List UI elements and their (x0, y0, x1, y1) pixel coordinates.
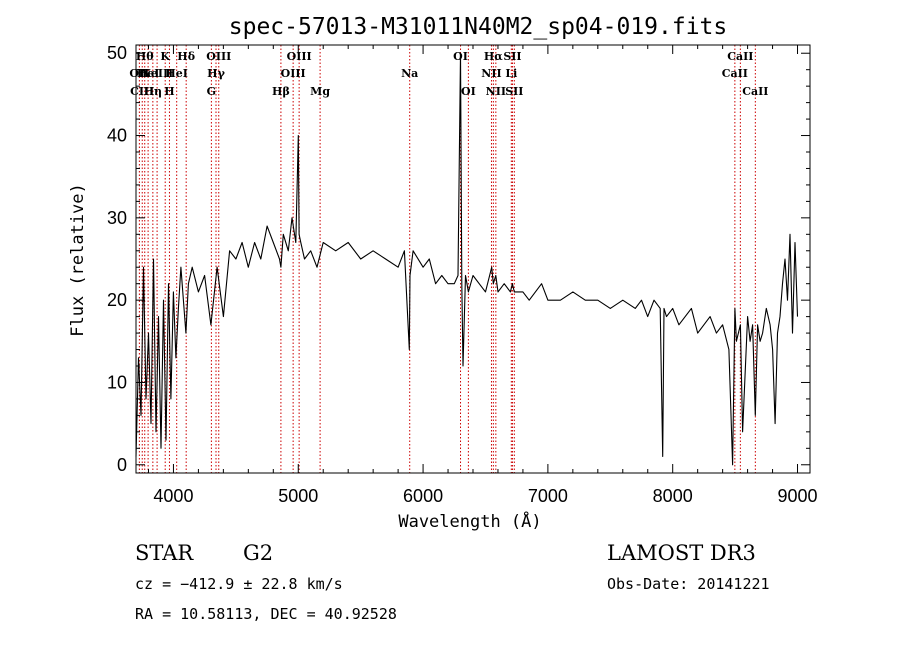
line-marker-label-11: Hγ (207, 67, 225, 80)
line-marker-label-24: SII (503, 50, 521, 63)
plot-frame (135, 44, 811, 474)
line-marker-label-19: OI (461, 85, 476, 98)
x-axis-label: Wavelength (Å) (398, 510, 541, 532)
line-marker-label-17: Na (401, 67, 418, 80)
line-marker-label-12: OIII (206, 50, 231, 63)
y-tick-label-5: 50 (107, 43, 127, 63)
spectrum-series (135, 52, 799, 466)
y-tick-label-1: 10 (107, 372, 127, 392)
x-tick-label-3: 7000 (528, 486, 568, 506)
line-marker-label-23: Li (505, 67, 517, 80)
line-marker-label-25: SII (505, 85, 523, 98)
x-tick-label-5: 9000 (777, 486, 817, 506)
line-marker-label-16: Mg (310, 85, 330, 98)
y-tick-label-2: 20 (107, 290, 127, 310)
y-tick-label-3: 30 (107, 208, 127, 228)
line-marker-label-9: Hδ (177, 50, 195, 63)
y-tick-label-4: 40 (107, 126, 127, 146)
x-axis-ticks: 4000 5000 6000 7000 8000 9000 (147, 45, 818, 506)
observation-date: Obs-Date: 20141221 (607, 575, 770, 593)
y-axis-ticks: 0 10 20 30 40 50 (107, 43, 810, 475)
line-marker-label-21: Hα (484, 50, 503, 63)
line-marker-label-28: CaII (742, 85, 768, 98)
line-marker-label-15: OIII (287, 50, 312, 63)
object-class: STAR (135, 541, 194, 565)
line-marker-label-3: HeI (137, 67, 160, 80)
survey-name: LAMOST DR3 (607, 541, 756, 565)
line-marker-label-2: Hθ (136, 50, 154, 63)
x-tick-label-0: 4000 (153, 486, 193, 506)
line-marker-label-20: NII (481, 67, 501, 80)
y-axis-label: Flux (relative) (68, 183, 88, 337)
line-marker-label-10: G (207, 85, 216, 98)
line-marker-label-6: K (160, 50, 170, 63)
line-marker-label-22: NII (486, 85, 506, 98)
line-marker-label-14: OIII (281, 67, 306, 80)
spectrum-line (135, 52, 799, 466)
object-subclass: G2 (243, 541, 273, 565)
line-marker-label-4: Hη (144, 85, 162, 98)
redshift-velocity: cz = −412.9 ± 22.8 km/s (135, 575, 343, 593)
x-tick-label-4: 8000 (653, 486, 693, 506)
x-tick-label-1: 5000 (278, 486, 318, 506)
chart-title: spec-57013-M31011N40M2_sp04-019.fits (229, 14, 728, 40)
y-tick-label-0: 0 (117, 455, 127, 475)
line-marker-labels: OIICIIIHθHeIHηNeIIIKHHeIHδGHγOIIIHβOIIIO… (129, 50, 768, 98)
line-marker-label-0: OII (129, 67, 149, 80)
line-marker-label-13: Hβ (272, 85, 290, 98)
line-marker-label-27: CaII (727, 50, 753, 63)
line-markers (138, 45, 756, 473)
line-marker-label-7: H (164, 85, 174, 98)
line-marker-label-26: CaII (722, 67, 748, 80)
line-marker-label-8: HeI (165, 67, 188, 80)
coordinates: RA = 10.58113, DEC = 40.92528 (135, 605, 397, 623)
x-tick-label-2: 6000 (403, 486, 443, 506)
line-marker-label-5: NeIII (141, 67, 174, 80)
